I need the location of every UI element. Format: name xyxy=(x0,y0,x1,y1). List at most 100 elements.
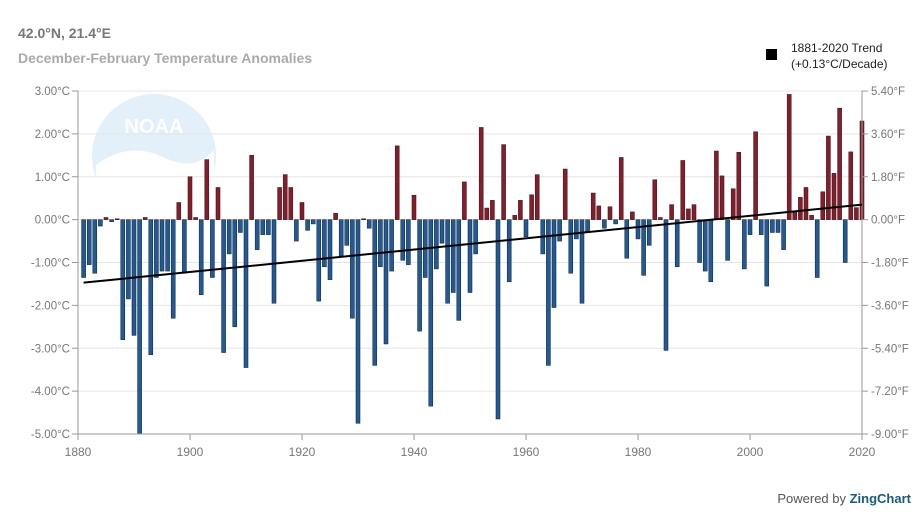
bar[interactable] xyxy=(417,219,422,332)
bar[interactable] xyxy=(725,219,730,261)
bar[interactable] xyxy=(484,207,490,220)
bar[interactable] xyxy=(512,215,518,220)
bar[interactable] xyxy=(814,219,820,278)
bar[interactable] xyxy=(618,157,624,220)
bar[interactable] xyxy=(473,219,478,255)
bar[interactable] xyxy=(714,150,719,220)
bar[interactable] xyxy=(730,188,736,220)
bar[interactable] xyxy=(652,179,658,220)
bar[interactable] xyxy=(316,219,322,302)
bar[interactable] xyxy=(322,219,327,268)
bar[interactable] xyxy=(266,219,271,235)
bar[interactable] xyxy=(826,135,831,220)
bar[interactable] xyxy=(753,131,758,220)
bar[interactable] xyxy=(434,219,439,270)
bar[interactable] xyxy=(378,219,383,268)
bar[interactable] xyxy=(579,219,585,304)
bar[interactable] xyxy=(86,219,92,265)
bar[interactable] xyxy=(641,219,646,276)
bar[interactable] xyxy=(803,187,809,220)
bar[interactable] xyxy=(842,219,848,263)
bar[interactable] xyxy=(445,219,450,304)
bar[interactable] xyxy=(770,219,775,233)
bar[interactable] xyxy=(562,168,568,220)
bar[interactable] xyxy=(568,219,574,274)
credit-brand[interactable]: ZingChart xyxy=(849,491,911,506)
bar[interactable] xyxy=(126,219,131,300)
bar[interactable] xyxy=(92,219,98,274)
bar[interactable] xyxy=(602,219,607,229)
bar[interactable] xyxy=(764,219,770,287)
bar[interactable] xyxy=(607,206,613,220)
bar[interactable] xyxy=(478,127,484,220)
bar[interactable] xyxy=(310,219,316,225)
bar[interactable] xyxy=(98,219,103,227)
bar[interactable] xyxy=(490,200,495,220)
bar[interactable] xyxy=(523,219,529,238)
bar[interactable] xyxy=(758,219,764,235)
bar[interactable] xyxy=(204,159,210,220)
bar[interactable] xyxy=(406,219,411,265)
bar[interactable] xyxy=(613,219,618,225)
legend-marker[interactable] xyxy=(766,49,777,60)
bar[interactable] xyxy=(249,155,254,220)
bar[interactable] xyxy=(501,144,506,220)
bar[interactable] xyxy=(361,218,366,221)
bar[interactable] xyxy=(372,219,378,366)
bar[interactable] xyxy=(702,219,708,272)
bar[interactable] xyxy=(305,219,310,231)
bar[interactable] xyxy=(831,173,837,220)
bar[interactable] xyxy=(355,219,361,424)
bar[interactable] xyxy=(193,217,198,220)
bar[interactable] xyxy=(585,219,590,233)
bar[interactable] xyxy=(467,219,473,293)
bar[interactable] xyxy=(590,192,596,220)
bar[interactable] xyxy=(366,219,372,229)
bar[interactable] xyxy=(411,194,417,220)
bar[interactable] xyxy=(439,219,445,244)
bar[interactable] xyxy=(383,219,389,345)
bar[interactable] xyxy=(103,217,109,220)
bar[interactable] xyxy=(596,205,602,220)
bar[interactable] xyxy=(187,176,193,220)
bar[interactable] xyxy=(534,174,540,220)
legend-label[interactable]: 1881-2020 Trend (+0.13°C/Decade) xyxy=(791,40,888,72)
bar[interactable] xyxy=(232,219,238,328)
bar[interactable] xyxy=(394,145,400,220)
bar[interactable] xyxy=(781,219,786,250)
bar[interactable] xyxy=(736,152,742,220)
bar[interactable] xyxy=(680,160,686,220)
bar[interactable] xyxy=(624,219,630,259)
bar[interactable] xyxy=(854,207,859,220)
bar[interactable] xyxy=(708,219,714,283)
bar[interactable] xyxy=(574,219,579,240)
bar[interactable] xyxy=(428,219,434,407)
bar[interactable] xyxy=(775,219,781,233)
bar[interactable] xyxy=(663,219,669,351)
bar[interactable] xyxy=(630,211,635,220)
bar[interactable] xyxy=(271,219,277,304)
bar[interactable] xyxy=(81,219,86,278)
bar[interactable] xyxy=(338,219,344,257)
bar[interactable] xyxy=(456,219,462,321)
bar[interactable] xyxy=(669,204,674,220)
bar[interactable] xyxy=(142,217,148,220)
bar[interactable] xyxy=(658,217,663,220)
bar[interactable] xyxy=(327,219,333,280)
trend-line[interactable] xyxy=(83,203,863,284)
bar[interactable] xyxy=(747,219,753,235)
bar[interactable] xyxy=(154,219,159,278)
bar[interactable] xyxy=(506,219,512,283)
bar[interactable] xyxy=(557,219,562,242)
bar[interactable] xyxy=(238,219,243,233)
bar[interactable] xyxy=(798,197,803,220)
bar[interactable] xyxy=(697,219,702,263)
bar[interactable] xyxy=(226,219,232,255)
bar[interactable] xyxy=(294,219,299,242)
bar[interactable] xyxy=(350,219,355,319)
bar[interactable] xyxy=(546,219,551,366)
bar[interactable] xyxy=(114,218,120,221)
bar[interactable] xyxy=(170,219,176,319)
bar[interactable] xyxy=(518,200,523,220)
bar[interactable] xyxy=(198,219,204,295)
